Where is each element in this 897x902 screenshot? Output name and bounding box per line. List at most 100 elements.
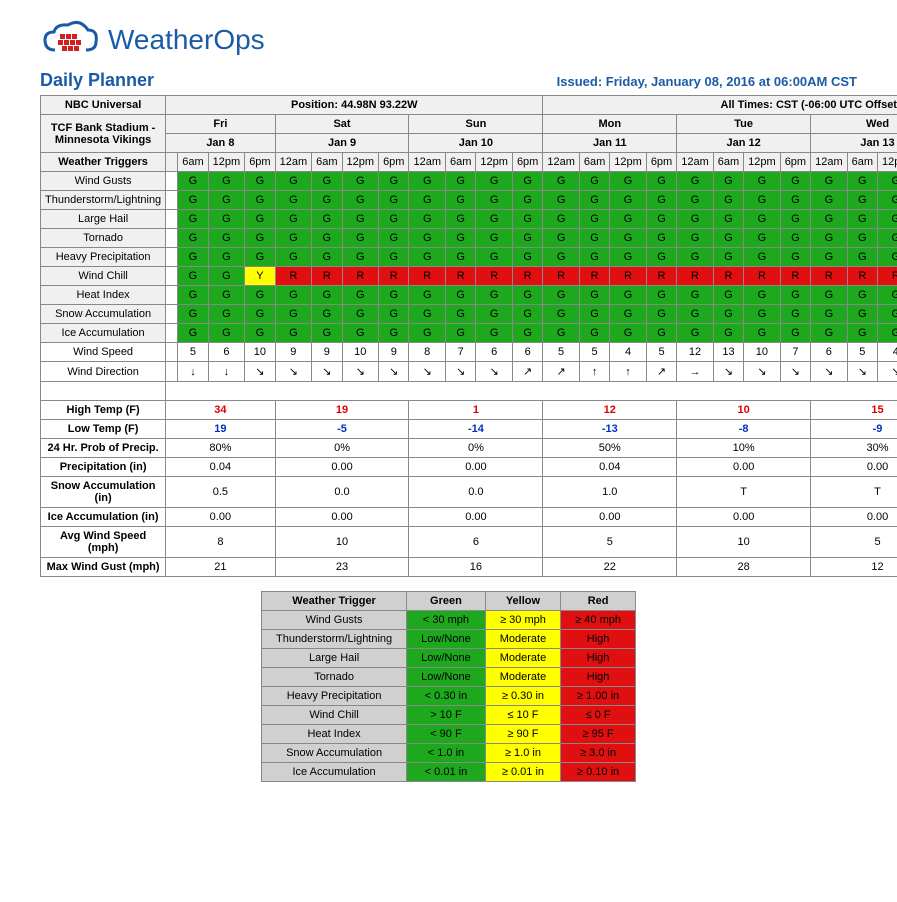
wind-speed-cell: 10 xyxy=(744,343,781,362)
hour-cell: 12pm xyxy=(610,153,647,172)
trigger-cell: G xyxy=(446,305,476,324)
trigger-cell: G xyxy=(847,286,877,305)
daily-value: 0.00 xyxy=(166,508,275,527)
date-header: Jan 9 xyxy=(275,134,409,153)
trigger-cell: G xyxy=(512,191,542,210)
daily-label: 24 Hr. Prob of Precip. xyxy=(41,439,166,458)
trigger-cell: G xyxy=(878,248,897,267)
wind-speed-cell: 10 xyxy=(342,343,379,362)
wind-dir-cell: ↘ xyxy=(446,362,476,382)
daily-value: 0.00 xyxy=(811,458,897,477)
daily-value: 0% xyxy=(409,439,543,458)
trigger-cell: G xyxy=(847,191,877,210)
trigger-cell: G xyxy=(409,191,446,210)
daily-value: 34 xyxy=(166,401,275,420)
trigger-cell: R xyxy=(512,267,542,286)
trigger-cell: G xyxy=(610,191,647,210)
trigger-cell: G xyxy=(275,286,312,305)
trigger-cell: G xyxy=(208,210,245,229)
trigger-cell: G xyxy=(744,305,781,324)
trigger-cell: G xyxy=(543,324,580,343)
trigger-cell: R xyxy=(811,267,848,286)
trigger-cell: G xyxy=(579,172,609,191)
trigger-cell: R xyxy=(677,267,714,286)
legend-green: Low/None xyxy=(407,668,486,687)
wind-speed-cell: 4 xyxy=(610,343,647,362)
wind-speed-cell: 9 xyxy=(275,343,312,362)
wind-dir-cell: ↗ xyxy=(543,362,580,382)
trigger-cell: G xyxy=(744,286,781,305)
daily-value: 0.04 xyxy=(543,458,677,477)
trigger-label: Ice Accumulation xyxy=(41,324,166,343)
trigger-cell: G xyxy=(847,210,877,229)
daily-value: -8 xyxy=(677,420,811,439)
daily-value: 5 xyxy=(811,527,897,558)
wind-speed-cell: 13 xyxy=(713,343,743,362)
trigger-cell: G xyxy=(409,210,446,229)
hour-cell: 6am xyxy=(847,153,877,172)
wind-dir-cell: → xyxy=(677,362,714,382)
trigger-cell: G xyxy=(409,172,446,191)
wind-dir-cell: ↘ xyxy=(342,362,379,382)
trigger-cell: G xyxy=(409,286,446,305)
trigger-cell: G xyxy=(811,229,848,248)
hour-cell: 12am xyxy=(543,153,580,172)
trigger-cell: G xyxy=(579,248,609,267)
wind-speed-cell xyxy=(166,343,178,362)
trigger-cell: G xyxy=(275,172,312,191)
trigger-cell: G xyxy=(646,305,676,324)
trigger-cell: G xyxy=(245,324,275,343)
trigger-cell: R xyxy=(312,267,342,286)
daily-value: 0.00 xyxy=(409,508,543,527)
wind-dir-label: Wind Direction xyxy=(41,362,166,382)
daily-value: 50% xyxy=(543,439,677,458)
trigger-cell: G xyxy=(646,191,676,210)
trigger-cell: G xyxy=(744,229,781,248)
hour-cell: 6am xyxy=(178,153,208,172)
trigger-cell: G xyxy=(312,191,342,210)
trigger-cell: R xyxy=(646,267,676,286)
trigger-cell: G xyxy=(780,210,810,229)
trigger-cell: G xyxy=(713,229,743,248)
daily-value: 0.0 xyxy=(275,477,409,508)
trigger-cell: G xyxy=(208,324,245,343)
daily-value: 1 xyxy=(409,401,543,420)
trigger-label: Snow Accumulation xyxy=(41,305,166,324)
legend-green: < 30 mph xyxy=(407,611,486,630)
hour-cell: 12pm xyxy=(878,153,897,172)
trigger-cell: G xyxy=(476,286,513,305)
wind-dir-cell: ↗ xyxy=(646,362,676,382)
trigger-cell: G xyxy=(579,210,609,229)
date-header: Jan 12 xyxy=(677,134,811,153)
logo: WeatherOps xyxy=(40,20,877,60)
hour-cell: 12pm xyxy=(744,153,781,172)
wind-dir-cell: ↓ xyxy=(208,362,245,382)
hour-cell: 12am xyxy=(677,153,714,172)
daily-label: Avg Wind Speed (mph) xyxy=(41,527,166,558)
trigger-cell: G xyxy=(713,191,743,210)
daily-value: 0% xyxy=(275,439,409,458)
trigger-cell: G xyxy=(178,305,208,324)
trigger-cell: R xyxy=(579,267,609,286)
daily-value: 5 xyxy=(543,527,677,558)
wind-speed-cell: 5 xyxy=(646,343,676,362)
wind-dir-cell: ↘ xyxy=(878,362,897,382)
trigger-cell: G xyxy=(677,248,714,267)
hour-cell: 6pm xyxy=(646,153,676,172)
trigger-cell: G xyxy=(713,210,743,229)
hour-cell: 6pm xyxy=(512,153,542,172)
legend-table: Weather TriggerGreenYellowRed Wind Gusts… xyxy=(261,591,636,782)
daily-value: 8 xyxy=(166,527,275,558)
wind-speed-cell: 4 xyxy=(878,343,897,362)
trigger-cell: G xyxy=(543,210,580,229)
legend-trigger: Snow Accumulation xyxy=(261,744,406,763)
daily-value: -5 xyxy=(275,420,409,439)
trigger-cell: R xyxy=(409,267,446,286)
trigger-cell: G xyxy=(312,210,342,229)
position: Position: 44.98N 93.22W xyxy=(166,96,543,115)
hour-cell: 12am xyxy=(811,153,848,172)
trigger-cell: G xyxy=(178,267,208,286)
trigger-cell: G xyxy=(677,229,714,248)
wind-speed-cell: 6 xyxy=(208,343,245,362)
trigger-cell: G xyxy=(245,305,275,324)
